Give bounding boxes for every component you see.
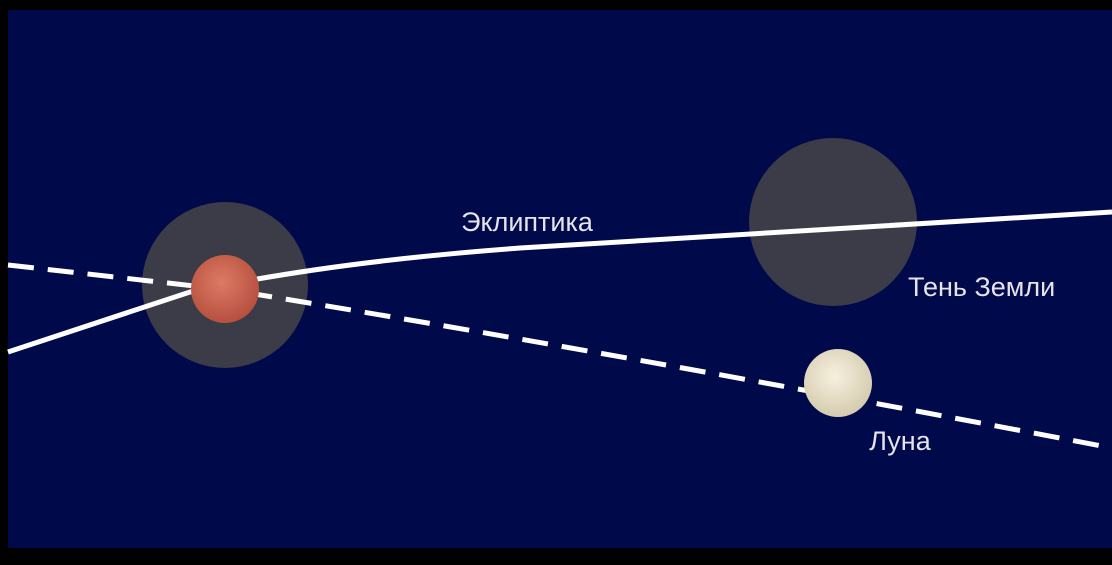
page: Эклиптика Тень Земли Луна (() => { const… <box>0 0 1112 565</box>
earth-shadow <box>749 138 917 306</box>
diagram: Эклиптика Тень Земли Луна <box>0 0 1112 565</box>
earth-shadow-label: Тень Земли <box>908 272 1055 302</box>
ecliptic-label: Эклиптика <box>461 207 594 237</box>
moon <box>804 349 872 417</box>
eclipsed-moon <box>191 255 259 323</box>
moon-label: Луна <box>869 426 931 456</box>
